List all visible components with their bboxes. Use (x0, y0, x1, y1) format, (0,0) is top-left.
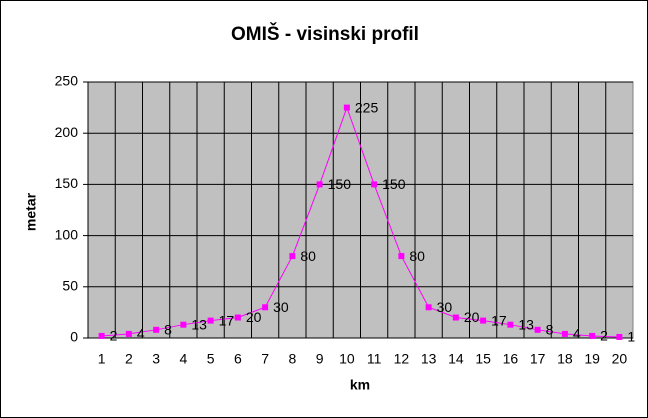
data-label: 30 (437, 299, 453, 315)
x-tick-label: 5 (207, 351, 215, 367)
x-tick-label: 1 (98, 351, 106, 367)
data-point (289, 253, 296, 260)
y-tick-label: 250 (55, 73, 79, 89)
data-label: 17 (491, 312, 507, 328)
data-point (452, 314, 459, 321)
data-label: 20 (464, 309, 480, 325)
data-label: 30 (273, 299, 289, 315)
x-tick-label: 8 (288, 351, 296, 367)
x-tick-label: 6 (234, 351, 242, 367)
data-point (480, 317, 487, 324)
data-point (262, 304, 269, 311)
x-axis-title: km (350, 377, 370, 393)
y-axis-title: metar (23, 192, 39, 231)
data-label: 150 (328, 176, 352, 192)
x-tick-label: 16 (503, 351, 519, 367)
data-point (98, 332, 105, 339)
data-label: 17 (219, 312, 235, 328)
x-tick-label: 14 (448, 351, 464, 367)
data-point (316, 181, 323, 188)
data-point (425, 304, 432, 311)
data-label: 20 (246, 309, 262, 325)
x-tick-label: 10 (339, 351, 355, 367)
data-label: 225 (355, 99, 379, 115)
y-tick-label: 200 (55, 124, 79, 140)
data-label: 2 (110, 328, 118, 344)
data-label: 4 (137, 326, 145, 342)
y-tick-label: 150 (55, 175, 79, 191)
data-point (398, 253, 405, 260)
data-point (180, 321, 187, 328)
chart-title: OMIŠ - visinski profil (231, 23, 419, 45)
data-point (343, 104, 350, 111)
data-label: 8 (546, 322, 554, 338)
data-label: 4 (573, 326, 581, 342)
x-tick-label: 4 (179, 351, 187, 367)
x-tick-label: 9 (316, 351, 324, 367)
data-label: 1 (627, 329, 635, 345)
data-point (371, 181, 378, 188)
x-tick-label: 7 (261, 351, 269, 367)
data-point (616, 333, 623, 340)
x-tick-label: 2 (125, 351, 133, 367)
data-point (589, 332, 596, 339)
x-tick-label: 11 (367, 351, 382, 367)
data-label: 13 (518, 316, 534, 332)
y-tick-label: 100 (55, 226, 79, 242)
data-line (101, 106, 620, 338)
x-tick-label: 19 (584, 351, 600, 367)
data-point (234, 314, 241, 321)
x-tick-label: 15 (475, 351, 491, 367)
data-label: 80 (409, 248, 425, 264)
data-label: 150 (382, 176, 406, 192)
x-tick-label: 18 (557, 351, 573, 367)
x-tick-label: 3 (152, 351, 160, 367)
data-point (153, 326, 160, 333)
x-tick-label: 12 (394, 351, 410, 367)
data-point (507, 321, 514, 328)
y-tick-label: 0 (70, 329, 78, 345)
data-label: 2 (600, 328, 608, 344)
data-label: 13 (191, 316, 207, 332)
data-label: 80 (300, 248, 316, 264)
x-tick-label: 17 (530, 351, 546, 367)
data-point (534, 326, 541, 333)
data-label: 8 (164, 322, 172, 338)
data-point (207, 317, 214, 324)
x-tick-label: 20 (612, 351, 628, 367)
x-tick-label: 13 (421, 351, 437, 367)
data-point (561, 330, 568, 337)
data-point (125, 330, 132, 337)
y-tick-label: 50 (62, 278, 78, 294)
